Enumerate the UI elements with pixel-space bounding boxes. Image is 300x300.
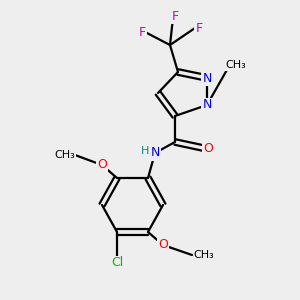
Text: O: O (158, 238, 168, 251)
Text: O: O (203, 142, 213, 154)
Text: N: N (202, 98, 212, 112)
Text: CH₃: CH₃ (226, 60, 246, 70)
Text: CH₃: CH₃ (55, 150, 75, 160)
Text: N: N (202, 71, 212, 85)
Text: Cl: Cl (111, 256, 123, 269)
Text: F: F (171, 10, 178, 22)
Text: CH₃: CH₃ (194, 250, 214, 260)
Text: F: F (138, 26, 146, 38)
Text: O: O (97, 158, 107, 172)
Text: N: N (150, 146, 160, 160)
Text: F: F (195, 22, 203, 34)
Text: H: H (141, 146, 149, 156)
